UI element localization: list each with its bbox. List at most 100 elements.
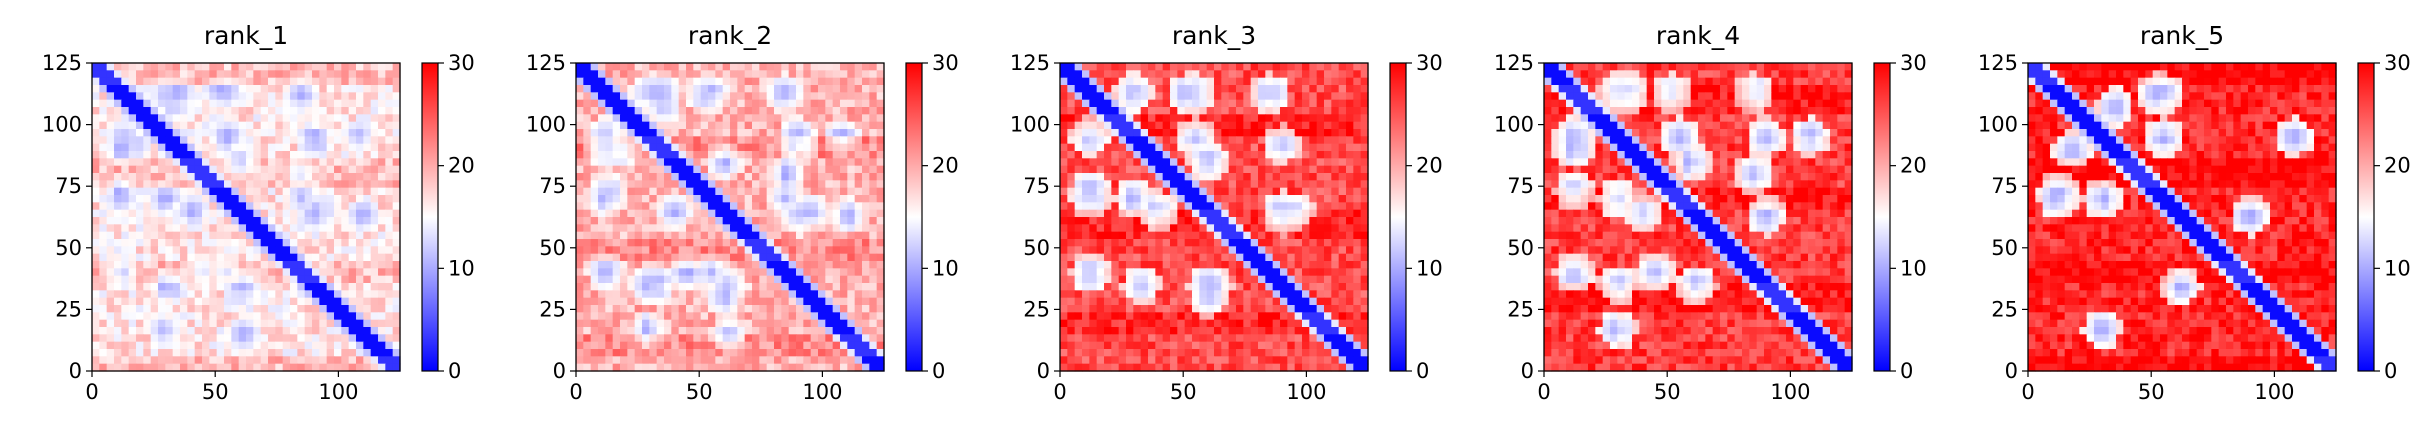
heatmap-cell: [106, 305, 115, 313]
heatmap-cell: [238, 173, 247, 181]
heatmap-cell: [862, 334, 870, 343]
heatmap-cell: [378, 239, 386, 247]
heatmap-cell: [590, 129, 599, 137]
heatmap-cell: [334, 239, 342, 247]
heatmap-cell: [304, 305, 313, 313]
heatmap-cell: [656, 143, 665, 152]
heatmap-cell: [99, 290, 108, 299]
heatmap-cell: [165, 158, 174, 167]
heatmap-cell: [796, 268, 804, 277]
heatmap-cell: [766, 312, 775, 321]
heatmap-cell: [1265, 129, 1274, 137]
heatmap-cell: [825, 92, 834, 101]
heatmap-cell: [92, 239, 100, 247]
heatmap-cell: [1214, 143, 1222, 152]
heatmap-cell: [1118, 261, 1127, 269]
heatmap-cell: [818, 114, 826, 123]
heatmap-cell: [737, 363, 746, 372]
heatmap-cell: [634, 173, 643, 181]
heatmap-cell: [1060, 305, 1068, 313]
heatmap-cell: [150, 268, 159, 277]
heatmap-cell: [378, 356, 386, 365]
heatmap-cell: [583, 283, 592, 291]
heatmap-cell: [370, 290, 379, 299]
heatmap-cell: [114, 253, 122, 262]
heatmap-cell: [136, 173, 144, 181]
heatmap-cell: [1258, 253, 1266, 262]
heatmap-cell: [275, 85, 284, 93]
heatmap-cell: [348, 246, 357, 255]
heatmap-cell: [854, 121, 863, 130]
heatmap-cell: [143, 187, 152, 196]
heatmap-cell: [810, 239, 819, 247]
heatmap-cell: [304, 275, 313, 284]
heatmap-cell: [1346, 180, 1354, 189]
heatmap-cell: [752, 275, 760, 284]
heatmap-cell: [1265, 217, 1274, 225]
heatmap-cell: [1228, 231, 1237, 240]
heatmap-cell: [774, 70, 782, 79]
heatmap-cell: [1221, 180, 1230, 189]
heatmap-cell: [803, 85, 812, 93]
heatmap-cell: [810, 356, 819, 365]
heatmap-cell: [209, 180, 218, 189]
heatmap-cell: [341, 268, 350, 277]
heatmap-cell: [605, 319, 614, 328]
heatmap-cell: [1096, 165, 1105, 174]
heatmap-cell: [1258, 217, 1266, 225]
heatmap-cell: [165, 356, 174, 365]
heatmap-cell: [627, 209, 636, 218]
heatmap-cell: [326, 334, 335, 343]
heatmap-cell: [766, 217, 775, 225]
heatmap-cell: [1316, 165, 1325, 174]
heatmap-cell: [715, 283, 724, 291]
heatmap-cell: [136, 290, 144, 299]
heatmap-cell: [224, 312, 232, 321]
heatmap-cell: [392, 158, 401, 167]
heatmap-cell: [92, 268, 100, 277]
heatmap-cell: [246, 290, 254, 299]
heatmap-cell: [1250, 158, 1259, 167]
heatmap-cell: [1250, 275, 1259, 284]
heatmap-cell: [1199, 63, 1208, 71]
heatmap-cell: [612, 297, 621, 306]
heatmap-cell: [664, 209, 672, 218]
heatmap-cell: [627, 341, 636, 350]
heatmap-cell: [818, 239, 826, 247]
heatmap-cell: [106, 363, 115, 372]
heatmap-cell: [810, 121, 819, 130]
heatmap-cell: [334, 136, 342, 145]
heatmap-cell: [876, 180, 885, 189]
heatmap-cell: [825, 195, 834, 203]
heatmap-cell: [1067, 85, 1076, 93]
heatmap-cell: [187, 136, 196, 145]
heatmap-cell: [385, 356, 394, 365]
heatmap-cell: [180, 224, 188, 233]
heatmap-cell: [268, 85, 276, 93]
heatmap-cell: [1133, 217, 1142, 225]
heatmap-cell: [1148, 253, 1156, 262]
heatmap-cell: [642, 99, 650, 108]
heatmap-cell: [1199, 268, 1208, 277]
heatmap-cell: [378, 290, 386, 299]
heatmap-cell: [1236, 85, 1244, 93]
heatmap-cell: [1331, 195, 1340, 203]
heatmap-cell: [158, 92, 166, 101]
heatmap-cell: [1118, 224, 1127, 233]
heatmap-cell: [766, 334, 775, 343]
heatmap-cell: [1111, 290, 1120, 299]
heatmap-cell: [1221, 143, 1230, 152]
heatmap-cell: [708, 143, 716, 152]
heatmap-cell: [392, 114, 401, 123]
heatmap-cell: [737, 349, 746, 357]
heatmap-cell: [312, 136, 320, 145]
heatmap-cell: [649, 290, 658, 299]
colorbar-tick-label: 0: [932, 359, 945, 383]
heatmap-cell: [730, 129, 738, 137]
heatmap-cell: [803, 341, 812, 350]
heatmap-cell: [730, 327, 738, 335]
heatmap-cell: [334, 63, 342, 71]
heatmap-cell: [1170, 305, 1178, 313]
heatmap-cell: [1074, 209, 1083, 218]
heatmap-cell: [172, 319, 181, 328]
